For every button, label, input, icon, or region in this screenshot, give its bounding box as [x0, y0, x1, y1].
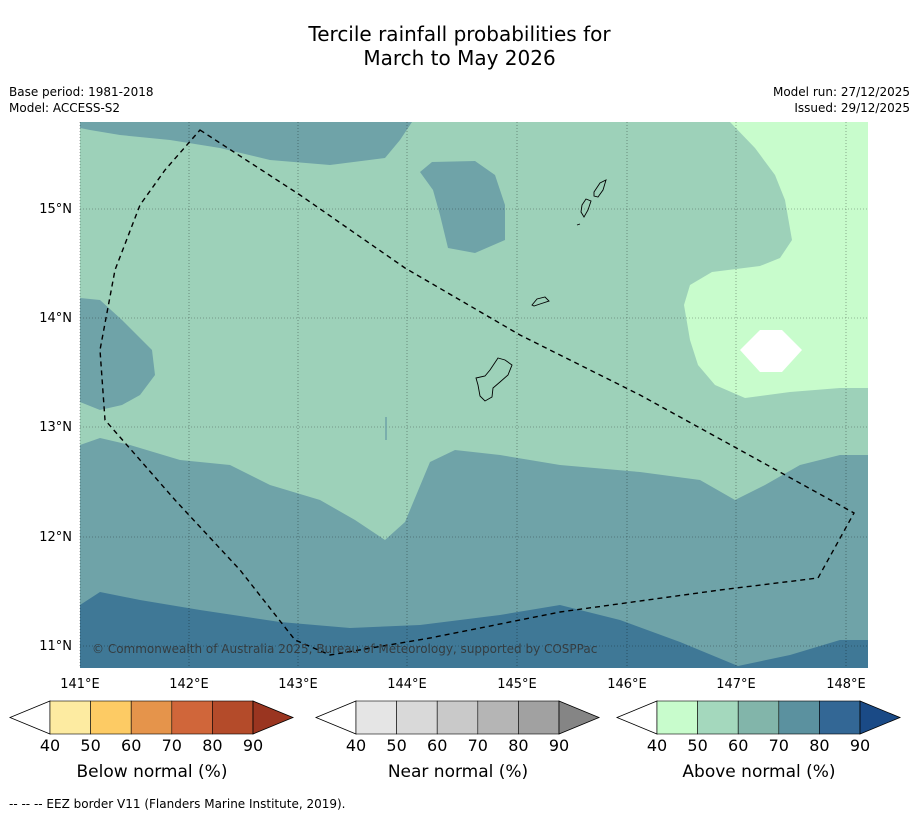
lon-tick-label: 145°E — [497, 677, 537, 692]
lon-tick-label: 147°E — [716, 677, 756, 692]
island-outlines — [475, 179, 607, 402]
colorbar-segment — [737, 700, 780, 735]
model-run: Model run: 27/12/2025 — [772, 85, 910, 99]
colorbar-label-near: Near normal (%) — [387, 762, 529, 782]
region-above-40-50 — [684, 122, 868, 398]
colorbar-tick-label: 70 — [162, 736, 182, 755]
lon-tick-label: 144°E — [387, 677, 427, 692]
colorbar-tick-label: 60 — [728, 736, 748, 755]
colorbar-tick-label: 80 — [202, 736, 222, 755]
colorbar-tick-label: 70 — [468, 736, 488, 755]
colorbar-extend-low — [615, 700, 658, 735]
lon-tick-label: 148°E — [826, 677, 866, 692]
meta-right: Model run: 27/12/2025 Issued: 29/12/2025 — [773, 84, 910, 116]
island-guam — [475, 357, 513, 402]
lat-tick-label: 14°N — [39, 311, 72, 326]
map-field — [80, 122, 868, 668]
colorbar-extend-low — [8, 700, 51, 735]
colorbar-segment — [49, 700, 91, 735]
colorbar-segment — [130, 700, 173, 735]
colorbar-segment — [171, 700, 213, 735]
colorbar-label-above: Above normal (%) — [682, 762, 836, 782]
region-below-40 — [740, 330, 802, 372]
model-name: Model: ACCESS-S2 — [9, 101, 121, 115]
lat-tick-label: 12°N — [39, 530, 72, 545]
island-saipan — [593, 179, 607, 198]
eez-legend-note: -- -- -- EEZ border V11 (Flanders Marine… — [9, 797, 346, 811]
colorbar-tick-label: 60 — [121, 736, 141, 755]
lon-tick-label: 146°E — [607, 677, 647, 692]
colorbar-tick-label: 40 — [647, 736, 667, 755]
island-rota — [531, 296, 550, 307]
island-tinian — [580, 198, 592, 218]
colorbar-segment — [396, 700, 438, 735]
region-above-60-70-bottom — [80, 438, 868, 668]
colorbar-tick-label: 50 — [687, 736, 707, 755]
colorbar-near-normal: 40 50 60 70 80 90 — [314, 700, 601, 755]
title-line-2: March to May 2026 — [363, 46, 556, 70]
island-aguijan — [576, 223, 581, 226]
region-above-70-80 — [80, 592, 868, 668]
colorbar-extend-high — [859, 700, 902, 735]
colorbar-extend-high — [252, 700, 295, 735]
colorbar-segment — [656, 700, 698, 735]
colorbar-tick-label: 90 — [243, 736, 263, 755]
colorbar-segment — [778, 700, 820, 735]
colorbar-above-normal: 40 50 60 70 80 90 — [615, 700, 902, 755]
colorbar-extend-low — [314, 700, 357, 735]
graticule — [79, 122, 868, 668]
lat-tick-label: 15°N — [39, 202, 72, 217]
lon-tick-label: 142°E — [169, 677, 209, 692]
colorbar-below-normal: 40 50 60 70 80 90 — [8, 700, 295, 755]
lat-tick-label: 11°N — [39, 639, 72, 654]
colorbar-segment — [697, 700, 739, 735]
colorbar-tick-label: 60 — [427, 736, 447, 755]
title-line-1: Tercile rainfall probabilities for — [308, 22, 611, 46]
copyright-text: © Commonwealth of Australia 2025, Bureau… — [92, 642, 597, 656]
colorbar-segment — [355, 700, 397, 735]
meta-left: Base period: 1981-2018 Model: ACCESS-S2 — [9, 84, 154, 116]
colorbar-tick-label: 80 — [809, 736, 829, 755]
region-above-60-70-blob — [420, 161, 505, 253]
colorbar-segment — [477, 700, 519, 735]
base-period: Base period: 1981-2018 — [9, 85, 154, 99]
colorbar-tick-label: 50 — [386, 736, 406, 755]
colorbar-tick-label: 50 — [80, 736, 100, 755]
colorbar-tick-label: 70 — [769, 736, 789, 755]
lon-tick-label: 141°E — [60, 677, 100, 692]
colorbar-segment — [518, 700, 560, 735]
colorbar-tick-label: 90 — [549, 736, 569, 755]
lat-tick-labels: 15°N 14°N 13°N 12°N 11°N — [39, 202, 72, 654]
colorbar-extend-high — [558, 700, 601, 735]
colorbar-segment — [819, 700, 861, 735]
chart-title: Tercile rainfall probabilities for March… — [0, 22, 919, 70]
lon-tick-labels: 141°E 142°E 143°E 144°E 145°E 146°E 147°… — [60, 677, 866, 692]
region-above-60-70-top — [80, 122, 412, 165]
colorbar-tick-label: 40 — [346, 736, 366, 755]
colorbar-tick-label: 40 — [40, 736, 60, 755]
eez-border — [99, 129, 855, 656]
colorbar-segment — [212, 700, 254, 735]
region-above-60-70-left — [80, 298, 155, 410]
issued-date: Issued: 29/12/2025 — [794, 101, 910, 115]
lat-tick-label: 13°N — [39, 420, 72, 435]
lon-tick-label: 143°E — [278, 677, 318, 692]
colorbar-segment — [90, 700, 132, 735]
colorbar-tick-label: 80 — [508, 736, 528, 755]
colorbar-tick-label: 90 — [850, 736, 870, 755]
colorbar-label-below: Below normal (%) — [76, 762, 228, 782]
colorbar-segment — [436, 700, 479, 735]
